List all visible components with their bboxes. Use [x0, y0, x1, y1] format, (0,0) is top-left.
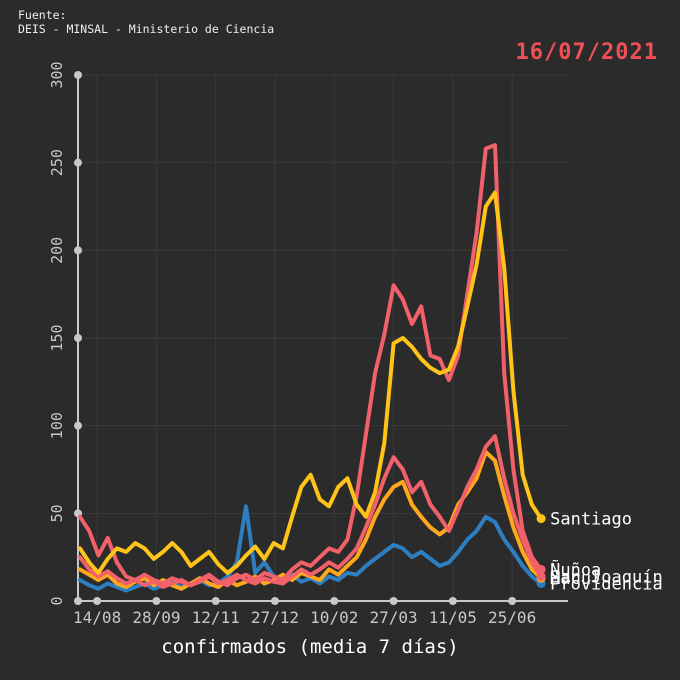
series-end-label-san-joaquin: San Joaquín — [550, 567, 663, 587]
gridlines — [78, 74, 568, 601]
x-tick-dot — [389, 597, 398, 605]
x-tick-dot — [93, 597, 102, 605]
y-tick-label: 0 — [48, 596, 66, 605]
y-tick-dot — [74, 158, 82, 167]
x-tick-label: 11/05 — [429, 608, 477, 627]
series-end-dot-san-joaquin — [536, 571, 546, 581]
x-tick-label: 28/09 — [132, 608, 180, 627]
x-tick-label: 27/12 — [251, 608, 299, 627]
series-lines — [78, 143, 546, 593]
series-end-label-macul: Macul — [550, 569, 601, 589]
x-tick-dot — [152, 597, 161, 605]
x-tick-dot — [330, 597, 339, 605]
x-tick-dot — [448, 597, 457, 605]
x-axis-title: confirmados (media 7 días) — [161, 636, 458, 658]
x-tick-label: 12/11 — [192, 608, 240, 627]
y-tick-label: 100 — [48, 412, 66, 439]
x-tick-label: 10/02 — [310, 608, 358, 627]
series-end-dot-nunoa — [536, 564, 546, 574]
x-tick-dot — [508, 597, 517, 605]
y-tick-label: 50 — [48, 504, 66, 522]
y-tick-label: 300 — [48, 61, 66, 88]
series-end-label-santiago: Santiago — [550, 510, 632, 530]
series-end-label-providencia: Providencia — [550, 574, 663, 594]
x-tick-dot — [270, 597, 279, 605]
axes: 0 50 100 150 200 250 300 14/08 28/09 12/11 27/12 10… — [48, 61, 568, 627]
source-name: DEIS - MINSAL - Ministerio de Ciencia — [18, 22, 275, 36]
series-end-label-nunoa: Ñuñoa — [550, 558, 601, 580]
series-end-dot-santiago — [536, 514, 546, 524]
x-tick-label: 25/06 — [488, 608, 536, 627]
source-label: Fuente: — [18, 8, 67, 22]
series-line-macul — [78, 450, 544, 591]
x-tick-dot — [211, 597, 220, 605]
y-tick-dot — [74, 597, 82, 605]
x-tick-label: 14/08 — [73, 608, 121, 627]
y-tick-label: 200 — [48, 237, 66, 264]
x-tick-label: 27/03 — [369, 608, 417, 627]
series-line-nunoa — [78, 143, 544, 588]
chart-date: 16/07/2021 — [515, 40, 658, 65]
y-tick-dot — [74, 246, 82, 255]
y-tick-label: 250 — [48, 149, 66, 176]
y-tick-dot — [74, 334, 82, 342]
series-line-santiago — [78, 190, 544, 575]
source-note: Fuente: DEIS - MINSAL - Ministerio de Ci… — [18, 8, 274, 36]
series-line-san-joaquin — [78, 434, 544, 589]
y-tick-dot — [74, 71, 82, 79]
y-tick-label: 150 — [48, 324, 66, 351]
y-tick-dot — [74, 421, 82, 430]
